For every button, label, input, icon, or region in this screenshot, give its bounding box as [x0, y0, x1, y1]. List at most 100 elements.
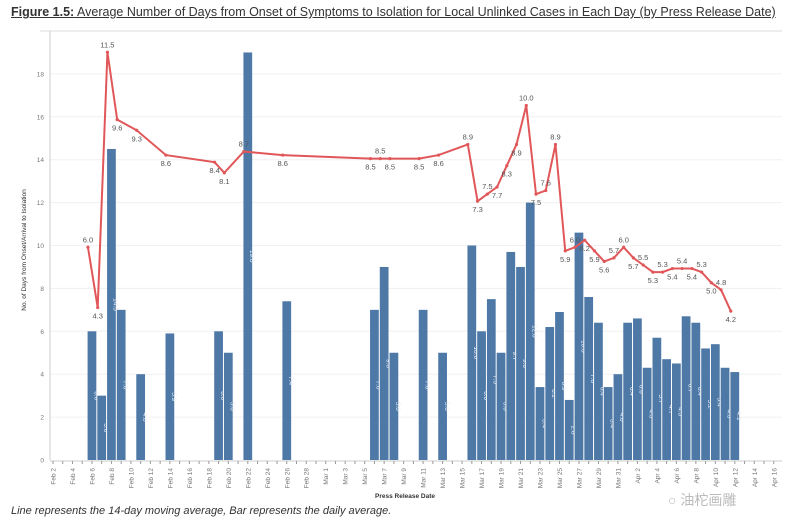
bar — [720, 367, 730, 460]
line-point — [699, 270, 704, 274]
x-tick-label: Apr 12 — [732, 468, 739, 488]
line-point — [583, 238, 587, 242]
bar — [418, 309, 428, 460]
line-label: 6.0 — [618, 235, 628, 244]
line-label: 7.7 — [492, 191, 502, 200]
bar-label: 4.1 — [735, 412, 742, 421]
x-tick-label: Feb 18 — [206, 468, 213, 489]
x-tick-label: Apr 16 — [771, 468, 778, 488]
bars: 6.03.014.57.04.05.9 6.05.019.07.4 7.09.05.… — [87, 52, 742, 460]
x-tick-label: Apr 8 — [693, 468, 700, 484]
y-tick-label: 16 — [37, 114, 45, 121]
line-label: 5.9 — [589, 255, 599, 264]
y-tick-label: 6 — [40, 329, 44, 336]
bar — [506, 251, 516, 460]
line-point — [544, 188, 548, 193]
line-label: 8.3 — [502, 170, 512, 179]
line-label: 5.3 — [657, 260, 667, 269]
bar-label: 5.0 — [229, 402, 236, 411]
line-label: 7.6 — [541, 179, 551, 188]
bar — [545, 327, 555, 460]
axes: 0 2 4 6 8 10 12 14 16 18 Feb 2 Feb 4 Feb 6 Feb 8 Feb 1… — [37, 31, 782, 488]
bar — [652, 337, 662, 460]
line-label: 8.7 — [239, 140, 249, 149]
line-label: 9.3 — [131, 134, 141, 143]
bar — [107, 148, 116, 460]
x-tick-label: Feb 26 — [284, 468, 291, 489]
bar — [525, 202, 535, 460]
x-tick-label: Feb 28 — [304, 468, 311, 489]
bar — [730, 372, 740, 460]
line-point — [592, 249, 597, 253]
line-label: 4.3 — [92, 312, 102, 321]
bar-label: 4.3 — [725, 409, 732, 418]
bar — [496, 352, 506, 460]
x-tick-label: Feb 8 — [109, 468, 116, 485]
bar — [438, 352, 447, 460]
line-point — [222, 171, 226, 175]
bar — [701, 348, 710, 460]
line-label: 5.0 — [706, 287, 716, 296]
x-tick-label: Mar 11 — [421, 468, 428, 488]
line-label: 7.5 — [482, 182, 492, 191]
line-label: 7.5 — [531, 198, 541, 207]
bar-label: 6.0 — [482, 391, 489, 400]
line-point — [524, 103, 528, 108]
line-label: 8.5 — [365, 163, 375, 172]
line-point — [670, 266, 674, 271]
x-tick-label: Feb 24 — [265, 468, 272, 489]
y-tick-label: 8 — [40, 286, 44, 293]
line-point — [602, 259, 606, 264]
bar — [574, 232, 584, 460]
line-point — [96, 305, 100, 310]
line-point — [417, 157, 421, 161]
bar-label: 4.0 — [141, 413, 148, 422]
line-point — [729, 309, 733, 313]
bar — [136, 374, 146, 460]
bar-label: 7.5 — [492, 375, 499, 384]
line-point — [563, 249, 567, 253]
bar-label: 3.4 — [608, 419, 615, 428]
bar-label: 19.0 — [248, 250, 255, 263]
bar-label: 4.5 — [677, 407, 684, 416]
line-label: 8.6 — [161, 159, 171, 168]
line-point — [573, 245, 577, 249]
line-point — [242, 149, 246, 154]
bar — [594, 322, 603, 460]
line-point — [641, 263, 645, 267]
line-label: 8.5 — [385, 163, 395, 172]
bar — [613, 374, 623, 460]
line-point — [505, 164, 509, 168]
x-tick-label: Feb 4 — [70, 468, 77, 485]
line-point — [466, 142, 470, 147]
x-tick-label: Apr 2 — [635, 468, 642, 484]
bar-label: 4.3 — [647, 409, 654, 418]
bar — [370, 309, 379, 460]
line-point — [622, 245, 626, 249]
bar-label: 7.4 — [287, 376, 294, 385]
line-point — [378, 157, 382, 161]
bar-label: 6.0 — [92, 391, 99, 400]
bar-label: 7.0 — [423, 380, 430, 389]
line-label: 5.7 — [628, 262, 638, 271]
x-tick-label: Feb 16 — [187, 468, 194, 489]
line-point — [631, 256, 636, 260]
x-tick-label: Apr 14 — [752, 468, 759, 488]
bar — [243, 52, 253, 460]
bar — [87, 331, 97, 460]
line-label: 9.6 — [112, 124, 122, 133]
bar — [214, 331, 223, 460]
line-label: 5.3 — [696, 260, 706, 269]
line-label: 5.4 — [687, 273, 697, 282]
x-tick-label: Feb 14 — [167, 468, 174, 489]
bar-label: 3.0 — [102, 423, 109, 432]
bar — [662, 359, 671, 460]
bar-label: 6.7 — [686, 384, 693, 393]
y-axis-label: No. of Days from Onset/Arrival to Isolat… — [21, 189, 28, 311]
figure-title-text: Average Number of Days from Onset of Sym… — [77, 5, 776, 19]
line-point — [495, 185, 499, 189]
figure-label: Figure 1.5: — [11, 5, 75, 19]
x-tick-label: Mar 5 — [362, 468, 369, 485]
bar-label: 6.4 — [599, 387, 606, 396]
line-point — [212, 160, 217, 164]
